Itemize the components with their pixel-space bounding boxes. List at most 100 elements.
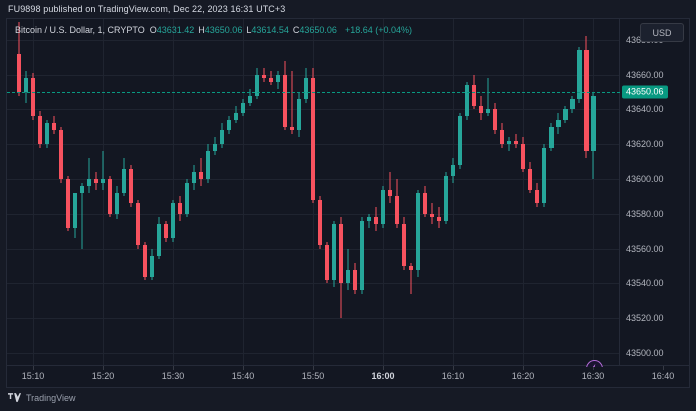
candlestick[interactable] (16, 19, 22, 367)
candlestick[interactable] (451, 19, 456, 367)
candlestick[interactable] (86, 19, 92, 367)
candlestick[interactable] (247, 19, 253, 367)
candlestick[interactable] (472, 19, 477, 367)
candlestick[interactable] (261, 19, 267, 367)
price-axis-tick: 43660.00 (626, 69, 664, 80)
candlestick[interactable] (72, 19, 78, 367)
candlestick[interactable] (360, 19, 365, 367)
candlestick[interactable] (458, 19, 463, 367)
candlestick[interactable] (205, 19, 211, 367)
candlestick[interactable] (507, 19, 512, 367)
candlestick[interactable] (324, 19, 330, 367)
candlestick[interactable] (107, 19, 113, 367)
candlestick[interactable] (479, 19, 484, 367)
candlestick[interactable] (317, 19, 323, 367)
candlestick[interactable] (577, 19, 582, 367)
candlestick[interactable] (339, 19, 344, 367)
chart-legend: Bitcoin / U.S. Dollar, 1, CRYPTO O43631.… (15, 25, 412, 35)
candlestick[interactable] (191, 19, 197, 367)
current-price-badge[interactable]: 43650.06 (622, 85, 668, 99)
candlestick[interactable] (549, 19, 554, 367)
candlestick[interactable] (486, 19, 491, 367)
candlestick[interactable] (100, 19, 106, 367)
candlestick[interactable] (303, 19, 309, 367)
candlestick[interactable] (240, 19, 246, 367)
candlestick[interactable] (556, 19, 561, 367)
price-axis[interactable]: 43680.0043660.0043650.0643640.0043620.00… (619, 19, 689, 367)
candlestick[interactable] (275, 19, 281, 367)
time-axis[interactable]: 15:10 15:20 15:30 15:40 15:50 16:00 16:10 16:20… (7, 365, 689, 387)
candlestick[interactable] (37, 19, 43, 367)
candlestick[interactable] (149, 19, 155, 367)
candle-wick (508, 137, 510, 152)
candlestick[interactable] (121, 19, 127, 367)
lightning-bolt-icon[interactable] (586, 360, 604, 367)
candlestick[interactable] (65, 19, 71, 367)
candlestick[interactable] (58, 19, 64, 367)
candlestick[interactable] (177, 19, 183, 367)
candlestick[interactable] (535, 19, 540, 367)
candlestick[interactable] (444, 19, 449, 367)
candlestick[interactable] (388, 19, 393, 367)
candlestick[interactable] (114, 19, 120, 367)
candlestick[interactable] (233, 19, 239, 367)
candlestick[interactable] (514, 19, 519, 367)
currency-unit-button[interactable]: USD (640, 23, 684, 42)
candlestick[interactable] (93, 19, 99, 367)
candlestick[interactable] (584, 19, 589, 367)
candlestick[interactable] (331, 19, 337, 367)
candlestick[interactable] (79, 19, 85, 367)
candle-body (584, 50, 589, 152)
candlestick[interactable] (521, 19, 526, 367)
candlestick[interactable] (184, 19, 190, 367)
candlestick[interactable] (367, 19, 372, 367)
candle-body (339, 224, 344, 284)
candlestick[interactable] (563, 19, 568, 367)
candlestick[interactable] (163, 19, 169, 367)
candlestick[interactable] (528, 19, 533, 367)
candlestick[interactable] (500, 19, 505, 367)
candlestick[interactable] (423, 19, 428, 367)
candlestick[interactable] (395, 19, 400, 367)
candlestick[interactable] (30, 19, 36, 367)
candlestick[interactable] (23, 19, 29, 367)
candle-body (142, 245, 148, 277)
candlestick[interactable] (310, 19, 316, 367)
candlestick[interactable] (212, 19, 218, 367)
candlestick[interactable] (493, 19, 498, 367)
candlestick[interactable] (409, 19, 414, 367)
candlestick[interactable] (268, 19, 274, 367)
candlestick[interactable] (254, 19, 260, 367)
candlestick[interactable] (591, 19, 596, 367)
candlestick[interactable] (135, 19, 141, 367)
candlestick[interactable] (296, 19, 302, 367)
candlestick[interactable] (402, 19, 407, 367)
candlestick[interactable] (346, 19, 351, 367)
candlestick[interactable] (44, 19, 50, 367)
candlestick[interactable] (353, 19, 358, 367)
candlestick[interactable] (381, 19, 386, 367)
ohlc-change: +18.64 (+0.04%) (344, 25, 412, 35)
candle-body (226, 119, 232, 131)
candlestick[interactable] (128, 19, 134, 367)
candlestick[interactable] (226, 19, 232, 367)
candlestick[interactable] (374, 19, 379, 367)
candlestick[interactable] (219, 19, 225, 367)
candlestick[interactable] (542, 19, 547, 367)
candlestick[interactable] (570, 19, 575, 367)
time-axis-tick: 16:10 (441, 371, 465, 381)
candlestick[interactable] (51, 19, 57, 367)
candlestick-plot-area[interactable] (7, 19, 620, 367)
candlestick[interactable] (170, 19, 176, 367)
candlestick[interactable] (430, 19, 435, 367)
symbol-label[interactable]: Bitcoin / U.S. Dollar, 1, CRYPTO (15, 25, 145, 35)
candlestick[interactable] (198, 19, 204, 367)
candlestick[interactable] (437, 19, 442, 367)
candlestick[interactable] (465, 19, 470, 367)
candlestick[interactable] (142, 19, 148, 367)
grid-line-vertical (103, 19, 104, 367)
candlestick[interactable] (156, 19, 162, 367)
candlestick[interactable] (282, 19, 288, 367)
candlestick[interactable] (289, 19, 295, 367)
candlestick[interactable] (416, 19, 421, 367)
